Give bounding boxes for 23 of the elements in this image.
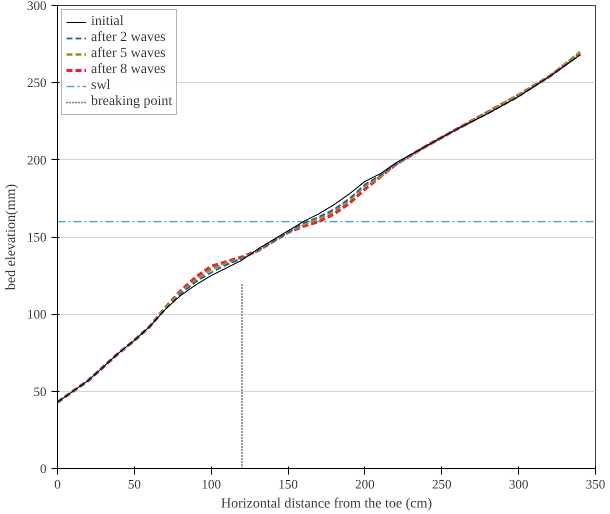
x-tick-label: 200 [355,476,375,492]
legend-label: breaking point [91,94,172,110]
x-tick-label: 150 [278,476,298,492]
legend-label: swl [91,78,111,94]
x-tick-label: 0 [54,476,61,492]
y-tick-label: 250 [27,75,46,90]
y-tick-label: 0 [40,461,46,476]
x-tick-label: 300 [508,476,528,492]
legend-label: after 2 waves [91,30,166,46]
y-tick-label: 200 [27,152,46,168]
y-tick-label: 150 [27,230,46,244]
y-axis-title: bed elevation(mm) [4,184,19,290]
x-tick-label: 350 [586,476,606,492]
legend-label: initial [91,14,124,30]
y-tick-label: 300 [27,0,46,13]
x-tick-label: 50 [128,476,141,492]
legend-label: after 8 waves [91,62,166,78]
x-tick-label: 100 [201,476,221,492]
x-tick-label: 250 [432,476,452,492]
y-tick-label: 50 [34,384,46,399]
legend-label: after 5 waves [91,46,166,62]
x-axis-title: Horizontal distance from the toe (cm) [220,496,432,512]
y-tick-label: 100 [27,306,46,322]
